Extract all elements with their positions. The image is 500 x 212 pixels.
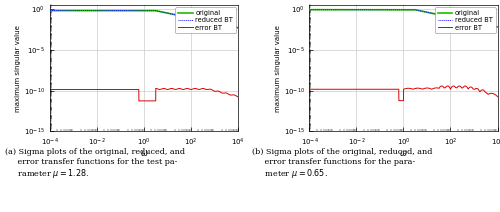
original — [386, 8, 392, 11]
Line: original: original — [310, 10, 498, 27]
error BT — [306, 88, 312, 91]
error BT — [470, 88, 476, 90]
reduced BT — [68, 9, 74, 12]
error BT — [386, 88, 392, 91]
original — [470, 21, 476, 23]
error BT — [211, 90, 217, 92]
error BT — [328, 88, 334, 91]
Text: (b) Sigma plots of the original, reduced, and
     error transfer functions for : (b) Sigma plots of the original, reduced… — [252, 148, 433, 180]
reduced BT — [306, 8, 312, 11]
original — [128, 9, 134, 12]
error BT — [232, 94, 237, 96]
reduced BT — [494, 26, 500, 28]
Text: (a) Sigma plots of the original, reduced, and
     error transfer functions for : (a) Sigma plots of the original, reduced… — [5, 148, 185, 180]
reduced BT — [328, 8, 334, 11]
Line: reduced BT: reduced BT — [310, 10, 498, 27]
Legend: original, reduced BT, error BT: original, reduced BT, error BT — [435, 7, 496, 33]
reduced BT — [386, 8, 392, 11]
error BT — [494, 95, 500, 98]
original — [80, 9, 86, 12]
original — [339, 8, 345, 11]
reduced BT — [128, 9, 134, 12]
reduced BT — [47, 9, 53, 12]
Line: reduced BT: reduced BT — [50, 11, 238, 28]
error BT — [68, 88, 74, 91]
original — [306, 8, 312, 11]
error BT — [128, 88, 134, 91]
original — [68, 9, 74, 12]
reduced BT — [235, 26, 241, 29]
original — [235, 26, 241, 29]
error BT — [339, 88, 345, 91]
error BT — [47, 88, 53, 91]
X-axis label: $\omega$: $\omega$ — [140, 149, 148, 158]
error BT — [153, 87, 159, 90]
reduced BT — [378, 8, 384, 11]
original — [232, 26, 237, 28]
reduced BT — [211, 22, 217, 24]
Line: error BT: error BT — [50, 88, 238, 101]
error BT — [378, 88, 384, 91]
Y-axis label: maximum singular value: maximum singular value — [275, 25, 281, 112]
original — [378, 8, 384, 11]
reduced BT — [232, 26, 237, 28]
original — [328, 8, 334, 11]
original — [119, 9, 125, 12]
Legend: original, reduced BT, error BT: original, reduced BT, error BT — [176, 7, 236, 33]
reduced BT — [80, 9, 86, 12]
reduced BT — [339, 8, 345, 11]
error BT — [136, 100, 142, 102]
original — [211, 22, 217, 24]
reduced BT — [470, 21, 476, 23]
Y-axis label: maximum singular value: maximum singular value — [16, 25, 22, 112]
error BT — [396, 99, 402, 102]
error BT — [119, 88, 125, 91]
original — [494, 26, 500, 28]
Line: original: original — [50, 11, 238, 28]
original — [47, 9, 53, 12]
reduced BT — [119, 9, 125, 12]
error BT — [450, 85, 456, 87]
error BT — [235, 96, 241, 98]
error BT — [80, 88, 86, 91]
Line: error BT: error BT — [310, 86, 498, 101]
X-axis label: $\omega$: $\omega$ — [399, 149, 408, 158]
original — [491, 25, 497, 27]
reduced BT — [491, 25, 497, 27]
error BT — [491, 93, 497, 95]
